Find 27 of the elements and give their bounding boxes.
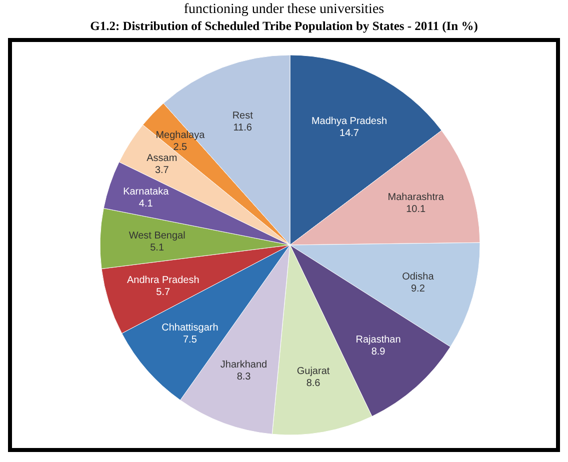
- text: functioning under these universities: [184, 2, 384, 17]
- data-label: 9.2: [410, 283, 426, 294]
- slice-label: Maharashtra: [388, 192, 444, 203]
- data-label: 2.5: [173, 142, 188, 153]
- data-label: 8.6: [306, 378, 321, 389]
- slice-label: Jharkhand: [220, 360, 268, 371]
- slice-label: Karnataka: [123, 186, 170, 198]
- data-label: 8.3: [236, 372, 252, 383]
- chart-title: G1.2: Distribution of Scheduled Tribe Population by States - 2011 (In %): [90, 19, 478, 33]
- data-label: 14.7: [340, 128, 360, 139]
- data-label: 11.6: [233, 122, 252, 134]
- data-label: 3.7: [154, 165, 170, 176]
- data-label: 7.5: [183, 334, 198, 346]
- data-label: 5.7: [156, 286, 171, 298]
- slice-label: Rajasthan: [356, 334, 401, 346]
- slice-label: Gujarat: [296, 366, 330, 377]
- data-label: 8.9: [371, 346, 386, 358]
- slice-label: Chhattisgarh: [162, 322, 218, 334]
- slice-label: Odisha: [402, 271, 434, 282]
- slice-label: West Bengal: [128, 230, 186, 242]
- slice-label: Madhya Pradesh: [311, 116, 388, 127]
- slice-label: Rest: [232, 110, 254, 122]
- data-label: 4.1: [138, 198, 154, 210]
- slice-label: Andhra Pradesh: [126, 274, 200, 286]
- slice-label: Assam: [146, 153, 178, 164]
- data-label: 5.1: [150, 242, 164, 254]
- data-label: 10.1: [406, 204, 426, 215]
